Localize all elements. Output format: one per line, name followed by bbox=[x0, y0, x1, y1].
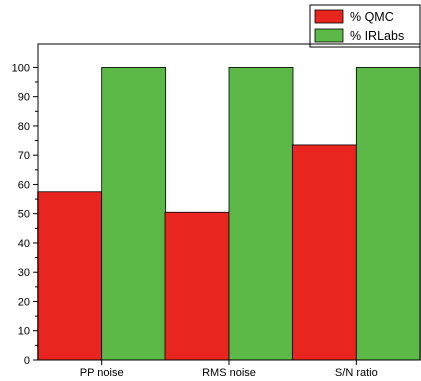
x-tick-label: PP noise bbox=[80, 367, 124, 379]
x-tick-label: RMS noise bbox=[202, 367, 256, 379]
x-tick-label: S/N ratio bbox=[335, 367, 378, 379]
y-tick-label: 90 bbox=[18, 92, 30, 104]
bar-qmc-3 bbox=[291, 144, 357, 361]
legend-swatch-irlabs bbox=[314, 28, 344, 43]
y-tick-label: 70 bbox=[18, 150, 30, 162]
y-tick-label: 50 bbox=[18, 209, 30, 221]
bar-irlabs-1 bbox=[101, 67, 167, 361]
y-tick-label: 0 bbox=[24, 355, 30, 367]
legend-label-irlabs: % IRLabs bbox=[350, 29, 404, 43]
y-tick-label: 60 bbox=[18, 179, 30, 191]
bar-qmc-2 bbox=[164, 211, 230, 361]
y-tick-label: 20 bbox=[18, 296, 30, 308]
legend: % QMC % IRLabs bbox=[309, 4, 421, 48]
y-tick-label: 80 bbox=[18, 121, 30, 133]
bar-qmc-1 bbox=[37, 191, 103, 361]
y-tick-label: 40 bbox=[18, 238, 30, 250]
y-tick-label: 10 bbox=[18, 326, 30, 338]
bar-irlabs-3 bbox=[355, 67, 421, 361]
plot-frame bbox=[37, 43, 421, 361]
y-tick-label: 100 bbox=[12, 62, 30, 74]
legend-label-qmc: % QMC bbox=[350, 10, 394, 24]
y-tick-label: 30 bbox=[18, 267, 30, 279]
legend-swatch-qmc bbox=[314, 9, 344, 24]
plot-area: PP noise RMS noise S/N ratio 0 10 20 30 40 50 60 7… bbox=[12, 43, 421, 379]
bar-irlabs-2 bbox=[228, 67, 294, 361]
